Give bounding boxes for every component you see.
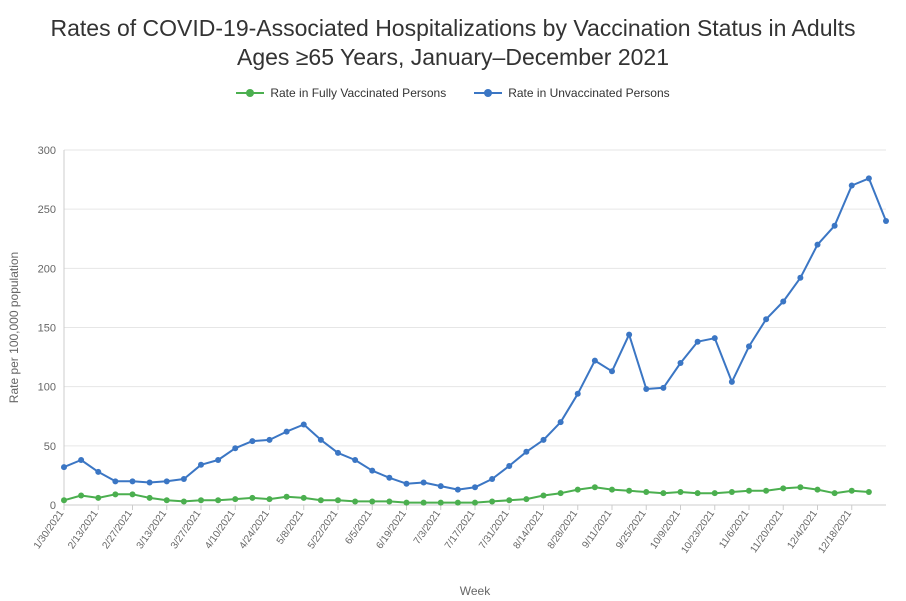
legend-label: Rate in Unvaccinated Persons bbox=[508, 86, 669, 100]
legend-swatch-icon bbox=[474, 87, 502, 99]
legend-swatch-icon bbox=[236, 87, 264, 99]
svg-text:3/27/2021: 3/27/2021 bbox=[169, 508, 204, 551]
svg-text:2/13/2021: 2/13/2021 bbox=[66, 508, 101, 551]
svg-text:2/27/2021: 2/27/2021 bbox=[100, 508, 135, 551]
svg-text:300: 300 bbox=[38, 145, 56, 157]
svg-text:9/11/2021: 9/11/2021 bbox=[580, 508, 614, 551]
svg-text:Week: Week bbox=[460, 584, 491, 598]
svg-text:5/8/2021: 5/8/2021 bbox=[275, 508, 307, 547]
svg-text:12/4/2021: 12/4/2021 bbox=[785, 508, 820, 551]
svg-text:6/19/2021: 6/19/2021 bbox=[374, 508, 409, 551]
plot-area: 0501001502002503001/30/20212/13/20212/27… bbox=[0, 140, 906, 601]
svg-text:9/25/2021: 9/25/2021 bbox=[614, 508, 649, 551]
legend-label: Rate in Fully Vaccinated Persons bbox=[270, 86, 446, 100]
svg-text:6/5/2021: 6/5/2021 bbox=[343, 508, 375, 547]
svg-text:200: 200 bbox=[38, 263, 56, 275]
svg-text:4/10/2021: 4/10/2021 bbox=[203, 508, 238, 551]
chart-svg: 0501001502002503001/30/20212/13/20212/27… bbox=[0, 140, 906, 601]
svg-text:3/13/2021: 3/13/2021 bbox=[135, 508, 170, 551]
svg-text:8/28/2021: 8/28/2021 bbox=[546, 508, 581, 551]
svg-text:11/20/2021: 11/20/2021 bbox=[748, 508, 786, 555]
svg-text:7/17/2021: 7/17/2021 bbox=[443, 508, 478, 551]
legend-item-unvaccinated: Rate in Unvaccinated Persons bbox=[474, 86, 669, 100]
svg-text:1/30/2021: 1/30/2021 bbox=[32, 508, 67, 551]
chart-legend: Rate in Fully Vaccinated Persons Rate in… bbox=[0, 86, 906, 100]
svg-text:250: 250 bbox=[38, 204, 56, 216]
svg-text:12/18/2021: 12/18/2021 bbox=[816, 508, 854, 556]
svg-text:Rate per 100,000 population: Rate per 100,000 population bbox=[7, 252, 21, 403]
svg-text:5/22/2021: 5/22/2021 bbox=[306, 508, 341, 551]
svg-text:11/6/2021: 11/6/2021 bbox=[717, 508, 751, 551]
legend-item-vaccinated: Rate in Fully Vaccinated Persons bbox=[236, 86, 446, 100]
svg-text:8/14/2021: 8/14/2021 bbox=[511, 508, 546, 551]
svg-text:7/3/2021: 7/3/2021 bbox=[412, 508, 444, 547]
chart-container: Rates of COVID-19-Associated Hospitaliza… bbox=[0, 0, 906, 601]
svg-text:150: 150 bbox=[38, 323, 56, 335]
chart-title: Rates of COVID-19-Associated Hospitaliza… bbox=[0, 0, 906, 72]
svg-text:10/23/2021: 10/23/2021 bbox=[679, 508, 717, 556]
svg-text:100: 100 bbox=[38, 382, 56, 394]
svg-text:4/24/2021: 4/24/2021 bbox=[237, 508, 272, 551]
svg-text:10/9/2021: 10/9/2021 bbox=[648, 508, 683, 551]
svg-text:7/31/2021: 7/31/2021 bbox=[477, 508, 512, 551]
svg-text:50: 50 bbox=[44, 441, 56, 453]
